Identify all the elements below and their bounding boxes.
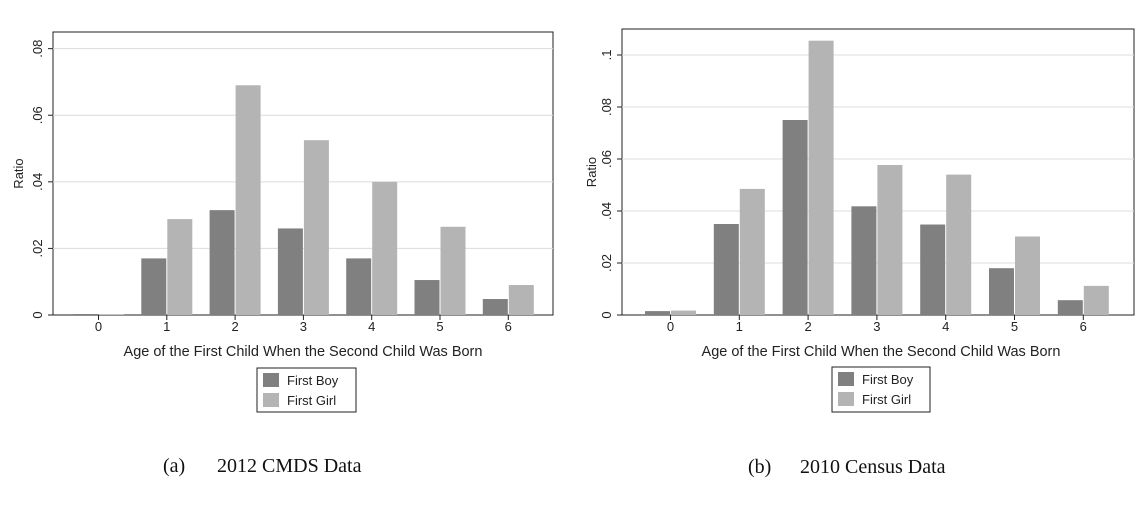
- bar-first-boy-2: [209, 210, 235, 315]
- legend-swatch: [263, 373, 279, 387]
- legend-item-label: First Girl: [287, 393, 336, 408]
- y-tick-label: .02: [30, 239, 45, 257]
- bar-first-girl-6: [1083, 285, 1109, 315]
- bar-first-girl-0: [671, 310, 696, 315]
- bar-first-boy-0: [645, 311, 670, 315]
- x-tick-label: 6: [505, 319, 512, 334]
- y-axis-label: Ratio: [584, 157, 599, 187]
- bar-first-boy-4: [920, 224, 946, 315]
- bar-first-boy-3: [851, 206, 877, 315]
- bar-first-girl-6: [508, 285, 534, 315]
- bar-first-girl-3: [303, 140, 329, 315]
- x-tick-label: 5: [1011, 319, 1018, 334]
- bar-first-boy-5: [414, 280, 440, 315]
- plot-frame: [52, 31, 554, 316]
- bar-first-girl-0: [99, 314, 124, 315]
- legend-swatch: [838, 372, 854, 386]
- y-axis-label: Ratio: [11, 158, 26, 188]
- bar-first-girl-4: [946, 174, 972, 315]
- legend-item-label: First Boy: [287, 373, 339, 388]
- bar-first-girl-1: [739, 188, 765, 315]
- y-tick-label: 0: [30, 311, 45, 318]
- x-axis-label: Age of the First Child When the Second C…: [124, 344, 483, 360]
- bar-first-boy-1: [141, 258, 167, 315]
- bar-first-girl-2: [235, 85, 261, 315]
- y-tick-label: .04: [30, 173, 45, 191]
- bar-first-girl-3: [877, 164, 903, 315]
- caption-text: 2012 CMDS Data: [217, 455, 362, 477]
- x-tick-label: 1: [163, 319, 170, 334]
- bar-first-girl-2: [808, 40, 834, 315]
- bar-first-girl-5: [440, 226, 466, 315]
- y-tick-label: .08: [30, 40, 45, 58]
- bar-first-girl-4: [372, 181, 398, 315]
- x-tick-label: 4: [942, 319, 949, 334]
- bar-first-boy-1: [713, 224, 739, 315]
- y-tick-label: .1: [599, 50, 614, 61]
- x-axis-label: Age of the First Child When the Second C…: [702, 344, 1061, 360]
- x-tick-label: 5: [436, 319, 443, 334]
- x-tick-label: 3: [873, 319, 880, 334]
- x-tick-label: 0: [667, 319, 674, 334]
- legend-item-label: First Girl: [862, 392, 911, 407]
- y-tick-label: 0: [599, 311, 614, 318]
- x-tick-label: 6: [1080, 319, 1087, 334]
- y-tick-label: .08: [599, 98, 614, 116]
- y-tick-label: .04: [599, 202, 614, 220]
- chart-panel-0: 0 .02 .04 .06 .08 0 1 2 3 4 5 6 Age of the First Chi…: [11, 31, 554, 477]
- y-tick-label: .06: [30, 106, 45, 124]
- x-tick-label: 0: [95, 319, 102, 334]
- x-tick-label: 1: [736, 319, 743, 334]
- bar-first-boy-2: [782, 120, 808, 315]
- bar-first-boy-5: [989, 268, 1014, 315]
- caption-letter: (a): [163, 455, 185, 477]
- legend-swatch: [263, 393, 279, 407]
- chart-panel-1: 0 .02 .04 .06 .08 .1 0 1 2 3 4 5 6 Age of the First C…: [584, 28, 1135, 478]
- y-tick-label: .06: [599, 150, 614, 168]
- bar-first-boy-3: [277, 228, 303, 315]
- caption-letter: (b): [748, 456, 771, 478]
- x-tick-label: 2: [804, 319, 811, 334]
- bar-first-boy-6: [1057, 300, 1083, 315]
- legend-swatch: [838, 392, 854, 406]
- x-tick-label: 3: [300, 319, 307, 334]
- y-tick-label: .02: [599, 254, 614, 272]
- legend-item-label: First Boy: [862, 372, 914, 387]
- x-tick-label: 4: [368, 319, 375, 334]
- bar-first-boy-0: [73, 314, 98, 315]
- bar-first-boy-6: [482, 299, 508, 315]
- bar-first-boy-4: [346, 258, 372, 315]
- caption-text: 2010 Census Data: [800, 456, 946, 478]
- bar-first-girl-5: [1015, 236, 1040, 315]
- bar-first-girl-1: [167, 219, 193, 315]
- x-tick-label: 2: [231, 319, 238, 334]
